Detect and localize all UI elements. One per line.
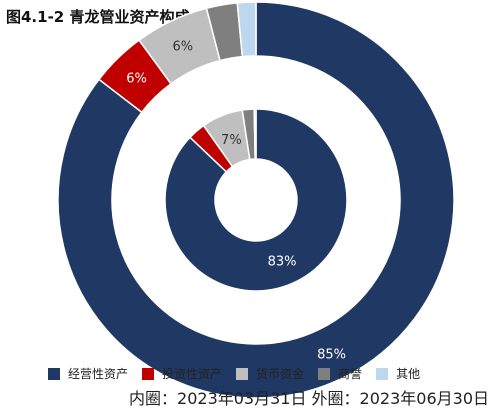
legend: 经营性资产 投资性资产 货币资金 商誉 其他 — [48, 365, 420, 382]
chart-title: 图4.1-2 青龙管业资产构成 — [6, 8, 190, 26]
outer-label-2: 6% — [173, 39, 194, 54]
legend-label-1: 投资性资产 — [162, 367, 223, 381]
legend-item-1: 投资性资产 — [142, 365, 222, 382]
legend-swatch-0 — [48, 367, 60, 380]
legend-label-4: 其他 — [396, 367, 421, 381]
legend-item-2: 货币资金 — [236, 365, 304, 382]
inner-ring — [164, 108, 348, 292]
legend-label-0: 经营性资产 — [68, 367, 129, 381]
ring-labels: 85% 6% 6% 83% 7% — [126, 39, 346, 362]
legend-label-2: 货币资金 — [256, 367, 305, 381]
outer-ring — [57, 1, 455, 399]
outer-label-1: 6% — [126, 72, 147, 87]
inner-label-0: 83% — [268, 255, 297, 270]
legend-item-4: 其他 — [376, 365, 420, 382]
outer-slice-4 — [236, 1, 257, 58]
inner-slice-4 — [253, 108, 257, 160]
inner-label-2: 7% — [221, 133, 242, 148]
legend-swatch-4 — [376, 367, 389, 380]
legend-swatch-3 — [318, 367, 331, 380]
footnote: 内圈：2023年03月31日 外圈：2023年06月30日 — [129, 389, 489, 408]
legend-item-0: 经营性资产 — [48, 365, 128, 382]
legend-label-3: 商誉 — [338, 367, 363, 381]
outer-slice-0 — [57, 1, 455, 399]
inner-slice-0 — [164, 108, 348, 292]
legend-item-3: 商誉 — [318, 365, 362, 382]
legend-swatch-1 — [142, 367, 155, 380]
outer-label-0: 85% — [317, 347, 346, 362]
legend-swatch-2 — [236, 367, 249, 380]
